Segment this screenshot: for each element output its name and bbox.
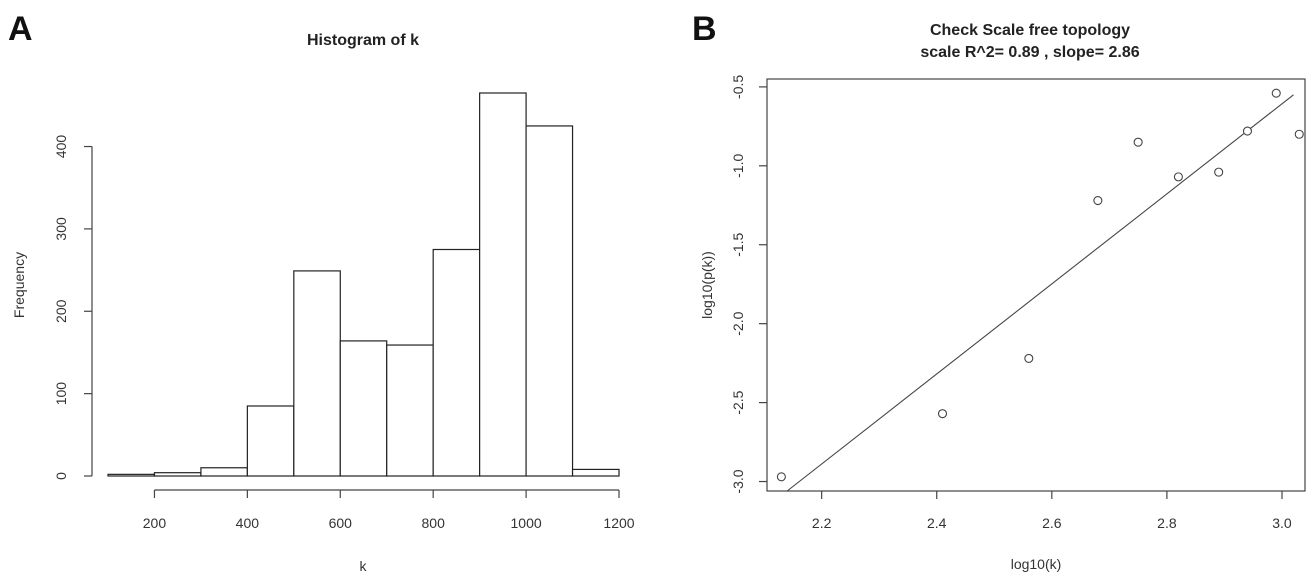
scatter-point-0 [776,472,786,482]
histogram-bar-5 [339,340,388,477]
x-tick-label-3: 2.8 [1157,515,1177,531]
scatter-point-6 [1214,167,1224,177]
scale-free-panel: B Check Scale free topology scale R^2= 0… [692,10,1306,572]
histogram-bar-4 [293,270,341,477]
histogram-bar-3 [246,405,295,477]
scatter-point-7 [1242,126,1253,136]
histogram-y-label: Frequency [11,252,27,318]
y-tick-label-2: 200 [53,299,69,323]
histogram-bar-1 [153,472,202,477]
y-tick-label-0: -3.0 [730,469,746,493]
x-tick-label-2: 600 [329,515,353,531]
y-tick-label-1: -2.5 [730,390,746,414]
histogram-bars [107,92,620,477]
scatter-y-label: log10(p(k)) [699,251,715,319]
y-tick-label-3: 300 [53,217,69,241]
scatter-point-5 [1173,172,1183,182]
histogram-title: Histogram of k [307,32,419,49]
scatter-point-4 [1133,137,1143,147]
y-tick-label-4: 400 [53,135,69,159]
scatter-points [776,88,1304,482]
histogram-x-axis: 200 400 600 800 1000 1200 [143,489,635,531]
y-tick-label-5: -0.5 [730,75,746,99]
histogram-bar-7 [432,248,481,477]
x-tick-label-1: 400 [236,515,260,531]
x-tick-label-0: 2.2 [812,515,832,531]
x-tick-label-2: 2.6 [1042,515,1062,531]
histogram-panel: A Histogram of k 200 400 600 800 1000 1200 0 1… [8,10,635,574]
histogram-bar-10 [571,468,620,477]
scatter-y-axis: -3.0 -2.5 -2.0 -1.5 -1.0 -0.5 [730,75,767,494]
y-tick-label-4: -1.0 [730,154,746,178]
x-tick-label-0: 200 [143,515,167,531]
scatter-x-axis: 2.2 2.4 2.6 2.8 3.0 [812,491,1292,531]
panel-b-letter: B [692,10,717,48]
histogram-bar-6 [386,344,434,477]
scatter-point-8 [1271,88,1281,98]
y-tick-label-0: 0 [53,472,69,480]
histogram-x-label: k [360,558,368,574]
x-tick-label-5: 1200 [603,515,634,531]
y-tick-label-3: -1.5 [730,232,746,256]
histogram-bar-2 [200,467,248,477]
fit-line [786,94,1294,492]
x-tick-label-4: 3.0 [1272,515,1292,531]
histogram-bar-8 [479,92,527,477]
panel-a-letter: A [8,10,33,48]
x-tick-label-4: 1000 [511,515,542,531]
y-tick-label-2: -2.0 [730,311,746,335]
x-tick-label-3: 800 [422,515,446,531]
x-tick-label-1: 2.4 [927,515,947,531]
histogram-bar-0 [107,473,156,477]
scatter-x-label: log10(k) [1011,556,1062,572]
scatter-plot-frame [766,78,1306,492]
scatter-point-1 [937,409,948,419]
scatter-point-9 [1294,129,1304,139]
scatter-point-3 [1093,195,1103,206]
scatter-subtitle: scale R^2= 0.89 , slope= 2.86 [920,44,1139,61]
scatter-title: Check Scale free topology [930,22,1130,39]
histogram-y-axis: 0 100 200 300 400 [53,135,93,480]
y-tick-label-1: 100 [53,382,69,406]
scatter-point-2 [1024,353,1034,363]
histogram-bar-9 [525,125,574,477]
